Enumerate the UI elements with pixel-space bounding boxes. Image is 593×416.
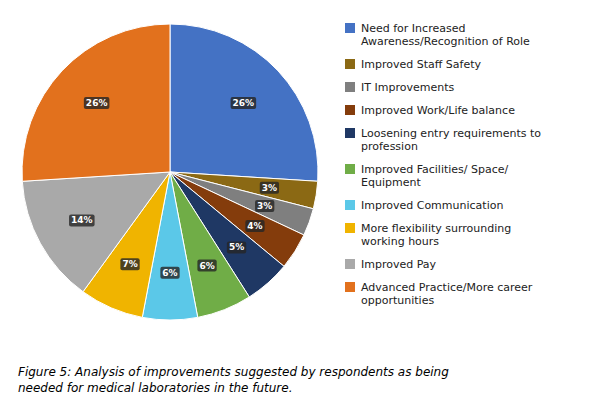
legend-item: Need for IncreasedAwareness/Recognition … (345, 22, 530, 48)
chart: 26% 3% 3% 4% 5% 6% 6% 7% 14% 26% Need for Increase… (0, 0, 593, 416)
legend-label: Loosening entry requirements toprofessio… (361, 127, 541, 153)
data-label: 3% (262, 183, 277, 193)
legend-item: Improved Pay (345, 258, 437, 271)
legend-label: Improved Facilities/ Space/Equipment (361, 163, 509, 189)
legend-swatch (345, 164, 355, 174)
legend-label-line: Improved Facilities/ Space/ (361, 163, 509, 176)
legend-swatch (345, 23, 355, 33)
title-line: Figure 5: Analysis of improvements sugge… (18, 365, 449, 379)
legend-item: Advanced Practice/More careeropportuniti… (345, 281, 533, 307)
data-labels: 26% 3% 3% 4% 5% 6% 6% 7% 14% 26% (69, 97, 279, 279)
legend-item: Improved Facilities/ Space/Equipment (345, 163, 509, 189)
legend-label-line: Equipment (361, 176, 421, 189)
data-label: 4% (247, 221, 262, 231)
legend-item: Loosening entry requirements toprofessio… (345, 127, 541, 153)
legend-swatch (345, 259, 355, 269)
legend-label-line: profession (361, 140, 418, 153)
legend-item: More flexibility surroundingworking hour… (345, 222, 511, 248)
data-label: 26% (233, 98, 255, 108)
data-label-group: 14% (69, 214, 95, 226)
data-label: 6% (162, 268, 177, 278)
legend-label-line: Improved Pay (361, 258, 437, 271)
legend-label: IT Improvements (361, 81, 454, 94)
legend-label-line: Awareness/Recognition of Role (361, 35, 530, 48)
legend-label-line: Improved Communication (361, 199, 503, 212)
data-label-group: 6% (160, 267, 179, 279)
data-label-group: 7% (120, 258, 139, 270)
legend-label: Improved Pay (361, 258, 437, 271)
data-label-bg (84, 97, 110, 109)
legend-label: Improved Communication (361, 199, 503, 212)
legend: Need for IncreasedAwareness/Recognition … (345, 22, 541, 307)
pie (22, 24, 318, 320)
data-label-group: 3% (255, 200, 274, 212)
legend-label: Advanced Practice/More careeropportuniti… (361, 281, 533, 307)
legend-swatch (345, 200, 355, 210)
data-label-group: 26% (231, 97, 257, 109)
legend-item: Improved Communication (345, 199, 503, 212)
data-label-bg (245, 220, 264, 232)
data-label: 7% (122, 259, 137, 269)
data-label-bg (227, 241, 246, 253)
data-label-group: 6% (197, 260, 216, 272)
data-label-bg (231, 97, 257, 109)
data-label-group: 4% (245, 220, 264, 232)
legend-item: Improved Work/Life balance (345, 104, 515, 117)
legend-label-line: IT Improvements (361, 81, 454, 94)
legend-label-line: More flexibility surrounding (361, 222, 511, 235)
data-label: 14% (71, 215, 93, 225)
legend-label: Improved Work/Life balance (361, 104, 515, 117)
legend-label-line: Improved Staff Safety (361, 58, 481, 71)
data-label-group: 5% (227, 241, 246, 253)
data-label: 5% (229, 242, 244, 252)
legend-label: Need for IncreasedAwareness/Recognition … (361, 22, 530, 48)
pie-slice (22, 172, 170, 292)
legend-item: Improved Staff Safety (345, 58, 481, 71)
legend-swatch (345, 223, 355, 233)
data-label-bg (197, 260, 216, 272)
legend-label-line: Loosening entry requirements to (361, 127, 541, 140)
legend-label-line: Improved Work/Life balance (361, 104, 515, 117)
data-label-group: 3% (260, 182, 279, 194)
legend-item: IT Improvements (345, 81, 454, 94)
legend-label-line: Need for Increased (361, 22, 465, 35)
legend-label-line: working hours (361, 235, 439, 248)
data-label: 6% (199, 261, 214, 271)
legend-label-line: opportunities (361, 294, 434, 307)
data-label-bg (160, 267, 179, 279)
legend-label: Improved Staff Safety (361, 58, 481, 71)
title-line: needed for medical laboratories in the f… (18, 381, 292, 395)
data-label: 26% (86, 98, 108, 108)
data-label-group: 26% (84, 97, 110, 109)
data-label-bg (260, 182, 279, 194)
data-label-bg (120, 258, 139, 270)
data-label-bg (69, 214, 95, 226)
pie-slice (22, 24, 170, 181)
legend-swatch (345, 59, 355, 69)
legend-swatch (345, 282, 355, 292)
legend-swatch (345, 82, 355, 92)
data-label: 3% (257, 201, 272, 211)
title: Figure 5: Analysis of improvements sugge… (18, 365, 449, 395)
data-label-bg (255, 200, 274, 212)
legend-label: More flexibility surroundingworking hour… (361, 222, 511, 248)
pie-slice (170, 24, 318, 181)
legend-swatch (345, 105, 355, 115)
legend-label-line: Advanced Practice/More career (361, 281, 533, 294)
legend-swatch (345, 128, 355, 138)
